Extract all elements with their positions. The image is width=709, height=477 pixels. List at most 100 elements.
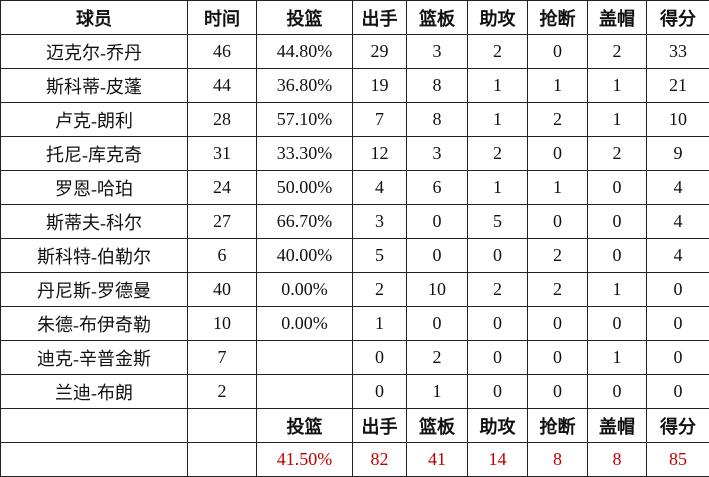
table-row-cell: 40 <box>188 273 257 307</box>
table-row-cell: 丹尼斯-罗德曼 <box>1 273 188 307</box>
table-row-cell: 66.70% <box>257 205 353 239</box>
table-row-cell: 2 <box>468 137 528 171</box>
table-row-cell: 27 <box>188 205 257 239</box>
table-row-cell: 迈克尔-乔丹 <box>1 35 188 69</box>
table-row-cell: 0 <box>407 239 468 273</box>
totals-row-cell: 41 <box>407 443 468 477</box>
table-row-cell: 2 <box>588 137 647 171</box>
table-row-cell: 0 <box>588 307 647 341</box>
summary-header-row-cell: 出手 <box>353 409 407 443</box>
header-row-cell: 时间 <box>188 1 257 35</box>
header-row-cell: 盖帽 <box>588 1 647 35</box>
table-row-cell: 1 <box>353 307 407 341</box>
table-row-cell: 7 <box>353 103 407 137</box>
table-row-cell: 1 <box>528 171 588 205</box>
table-row-cell <box>257 341 353 375</box>
totals-row-cell <box>188 443 257 477</box>
table-row-cell: 2 <box>528 273 588 307</box>
table-row-cell: 21 <box>647 69 709 103</box>
table-row-cell: 罗恩-哈珀 <box>1 171 188 205</box>
table-row-cell: 57.10% <box>257 103 353 137</box>
table-row-cell: 0 <box>528 137 588 171</box>
totals-row-cell: 41.50% <box>257 443 353 477</box>
totals-row-cell: 85 <box>647 443 709 477</box>
table-row-cell: 5 <box>468 205 528 239</box>
summary-header-row-cell: 投篮 <box>257 409 353 443</box>
table-row-cell: 0 <box>588 375 647 409</box>
table-row-cell: 8 <box>407 103 468 137</box>
table-row-cell: 1 <box>468 103 528 137</box>
table-row-cell: 1 <box>588 341 647 375</box>
table-row-cell: 3 <box>407 35 468 69</box>
table-row-cell: 0.00% <box>257 273 353 307</box>
table-row-cell: 12 <box>353 137 407 171</box>
header-row-cell: 球员 <box>1 1 188 35</box>
summary-header-row-cell: 得分 <box>647 409 709 443</box>
table-row-cell: 兰迪-布朗 <box>1 375 188 409</box>
table-row-cell: 托尼-库克奇 <box>1 137 188 171</box>
table-row-cell: 0 <box>468 375 528 409</box>
table-row-cell: 2 <box>188 375 257 409</box>
table-row-cell: 33.30% <box>257 137 353 171</box>
table-row-cell <box>257 375 353 409</box>
summary-header-row-cell <box>1 409 188 443</box>
table-row-cell: 2 <box>468 273 528 307</box>
table-row-cell: 0 <box>407 205 468 239</box>
table-row-cell: 44.80% <box>257 35 353 69</box>
header-row-cell: 助攻 <box>468 1 528 35</box>
table-row-cell: 4 <box>353 171 407 205</box>
header-row-cell: 抢断 <box>528 1 588 35</box>
table-row-cell: 斯蒂夫-科尔 <box>1 205 188 239</box>
table-row-cell: 4 <box>647 205 709 239</box>
table-row-cell: 7 <box>188 341 257 375</box>
table-row-cell: 0 <box>647 307 709 341</box>
table-row-cell: 2 <box>407 341 468 375</box>
summary-header-row-cell: 助攻 <box>468 409 528 443</box>
table-row-cell: 9 <box>647 137 709 171</box>
summary-header-row: 投篮出手篮板助攻抢断盖帽得分 <box>1 409 709 443</box>
totals-row-cell: 8 <box>528 443 588 477</box>
table-row-cell: 3 <box>407 137 468 171</box>
totals-row-cell: 14 <box>468 443 528 477</box>
table-row-cell: 19 <box>353 69 407 103</box>
table-row-cell: 0 <box>647 341 709 375</box>
table-row-cell: 0 <box>528 307 588 341</box>
table-row-cell: 29 <box>353 35 407 69</box>
header-row: 球员时间投篮出手篮板助攻抢断盖帽得分 <box>1 1 709 35</box>
table-row-cell: 0 <box>353 375 407 409</box>
summary-header-row-cell <box>188 409 257 443</box>
table-row-cell: 6 <box>407 171 468 205</box>
table-row-cell: 50.00% <box>257 171 353 205</box>
table-row-cell: 3 <box>353 205 407 239</box>
table-row-cell: 0 <box>468 307 528 341</box>
table-row-cell: 46 <box>188 35 257 69</box>
table-row-cell: 33 <box>647 35 709 69</box>
table-row-cell: 1 <box>528 69 588 103</box>
table-row-cell: 44 <box>188 69 257 103</box>
table-row-cell: 卢克-朗利 <box>1 103 188 137</box>
table-row-cell: 0 <box>647 375 709 409</box>
table-row-cell: 1 <box>588 103 647 137</box>
table-row-cell: 2 <box>588 35 647 69</box>
table-row-cell: 0 <box>647 273 709 307</box>
table-row-cell: 10 <box>647 103 709 137</box>
table-row-cell: 6 <box>188 239 257 273</box>
table-row-cell: 1 <box>468 171 528 205</box>
table-row-cell: 朱德-布伊奇勒 <box>1 307 188 341</box>
table-row-cell: 8 <box>407 69 468 103</box>
table-row-cell: 斯科特-伯勒尔 <box>1 239 188 273</box>
table-row-cell: 4 <box>647 171 709 205</box>
table-row-cell: 2 <box>468 35 528 69</box>
table-row-cell: 0 <box>588 171 647 205</box>
table-row-cell: 5 <box>353 239 407 273</box>
